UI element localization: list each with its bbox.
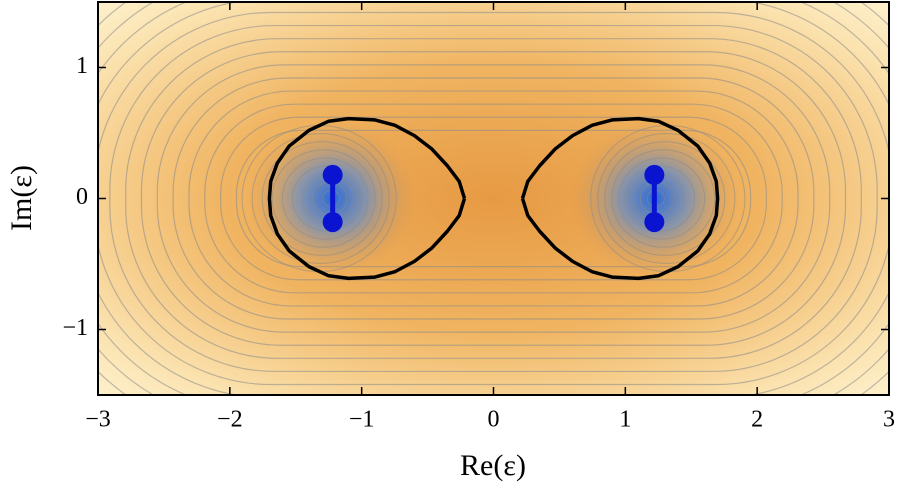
contour-line [109,24,878,373]
contour-line [604,141,726,256]
y-axis-title: Im(ε) [5,165,38,231]
x-tick-label: 3 [883,407,895,433]
background-fill [98,2,889,395]
point [644,164,665,185]
contour-line [188,90,799,307]
x-tick-label: 1 [619,407,631,433]
y-tick-label: 0 [76,184,88,210]
contour-line [261,141,383,256]
x-tick-label: −1 [349,407,375,433]
x-tick-label: −3 [85,407,111,433]
contour-line [281,157,369,240]
y-tick-label: −1 [62,315,88,341]
x-tick-label: −2 [217,407,243,433]
contour-line [271,149,376,248]
contour-line [597,132,736,265]
contour-line [125,38,862,359]
contour-line [98,11,889,386]
contour-line [156,64,831,333]
contour-curve [520,116,720,281]
point [644,212,665,233]
contour-line [251,132,390,265]
x-tick-label: 0 [488,407,500,433]
contour-line [618,157,706,240]
contour-line [291,165,362,232]
background [98,2,889,395]
contour-line [611,149,716,248]
contour-line [625,165,696,232]
contour-line [204,103,783,294]
point [322,164,343,185]
point [322,212,343,233]
x-axis-title: Re(ε) [460,449,526,482]
contour-curve [267,116,467,281]
y-tick-label: 1 [76,53,88,79]
x-tick-label: 2 [751,407,763,433]
contour-line [220,116,767,281]
contour-line [172,77,815,320]
contour-line [140,51,847,346]
plot-area [267,116,720,281]
contour-line [235,129,752,268]
